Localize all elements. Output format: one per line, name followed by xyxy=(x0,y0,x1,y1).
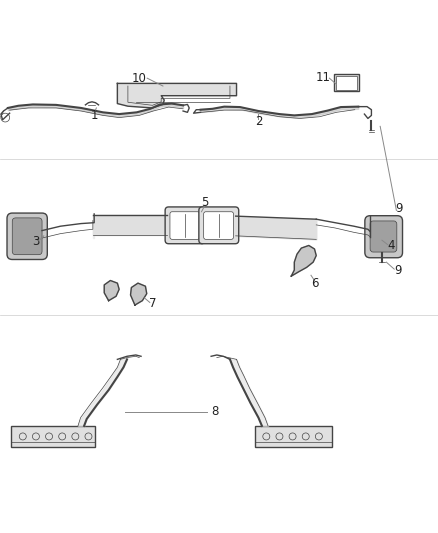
Text: 9: 9 xyxy=(395,202,403,215)
Text: 6: 6 xyxy=(311,277,318,289)
Text: 7: 7 xyxy=(148,297,156,310)
Polygon shape xyxy=(104,280,119,301)
Bar xyxy=(255,426,332,447)
Text: 5: 5 xyxy=(201,197,208,209)
Text: 4: 4 xyxy=(387,239,395,252)
FancyBboxPatch shape xyxy=(370,221,397,252)
Text: 1: 1 xyxy=(90,109,98,122)
FancyBboxPatch shape xyxy=(365,216,403,258)
FancyBboxPatch shape xyxy=(204,212,233,239)
Text: 10: 10 xyxy=(132,71,147,85)
Polygon shape xyxy=(131,283,147,305)
Polygon shape xyxy=(291,246,316,276)
Text: 8: 8 xyxy=(211,406,218,418)
FancyBboxPatch shape xyxy=(170,212,200,239)
Bar xyxy=(11,426,95,447)
FancyBboxPatch shape xyxy=(12,218,42,255)
FancyBboxPatch shape xyxy=(199,207,239,244)
Text: 2: 2 xyxy=(254,115,262,127)
FancyBboxPatch shape xyxy=(165,207,205,244)
Text: 11: 11 xyxy=(316,71,331,84)
Polygon shape xyxy=(117,84,237,108)
Text: 9: 9 xyxy=(394,264,402,277)
FancyBboxPatch shape xyxy=(7,213,47,260)
Bar xyxy=(334,74,359,91)
Bar xyxy=(336,76,357,90)
Text: 3: 3 xyxy=(32,235,39,248)
